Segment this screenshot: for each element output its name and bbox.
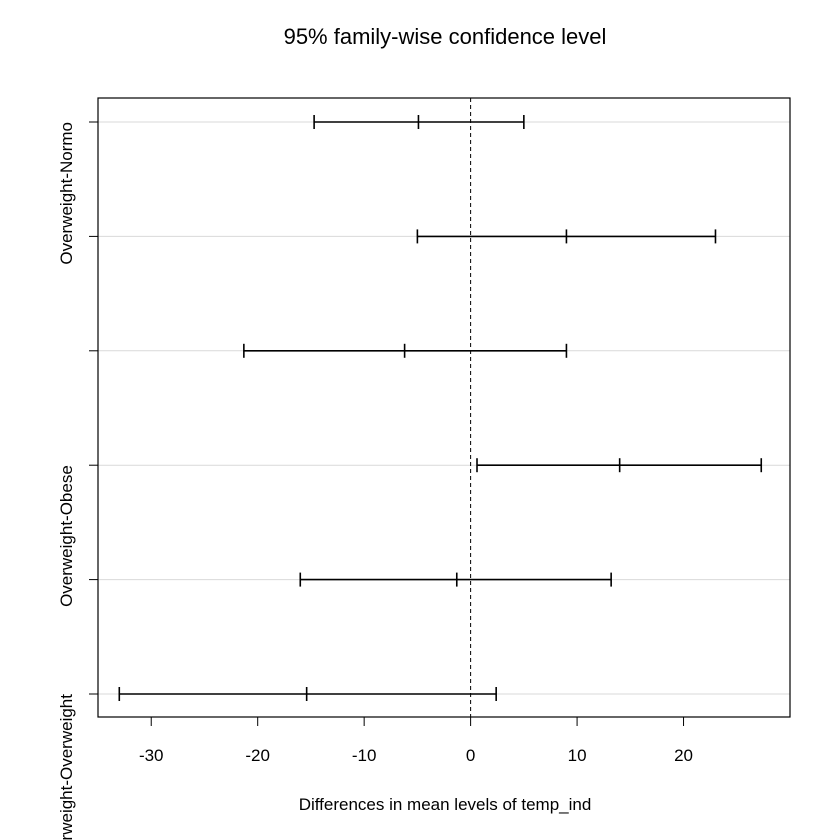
chart-title: 95% family-wise confidence level xyxy=(284,24,607,49)
y-tick-label: Overweight-Obese xyxy=(57,465,76,607)
x-axis-label: Differences in mean levels of temp_ind xyxy=(299,795,592,814)
plot-frame xyxy=(97,97,791,718)
x-tick-label: -10 xyxy=(352,746,377,765)
x-tick-label: -30 xyxy=(139,746,164,765)
x-tick-label: -20 xyxy=(245,746,270,765)
y-tick-label: Underweight-Overweight xyxy=(57,694,76,840)
x-tick-label: 0 xyxy=(466,746,475,765)
y-tick-label: Overweight-Normo xyxy=(57,122,76,265)
plot-area: -30 -20 -10 0 10 20 Overweight-Normo Overweight… xyxy=(57,97,791,840)
x-tick-label: 10 xyxy=(568,746,587,765)
x-tick-label: 20 xyxy=(674,746,693,765)
